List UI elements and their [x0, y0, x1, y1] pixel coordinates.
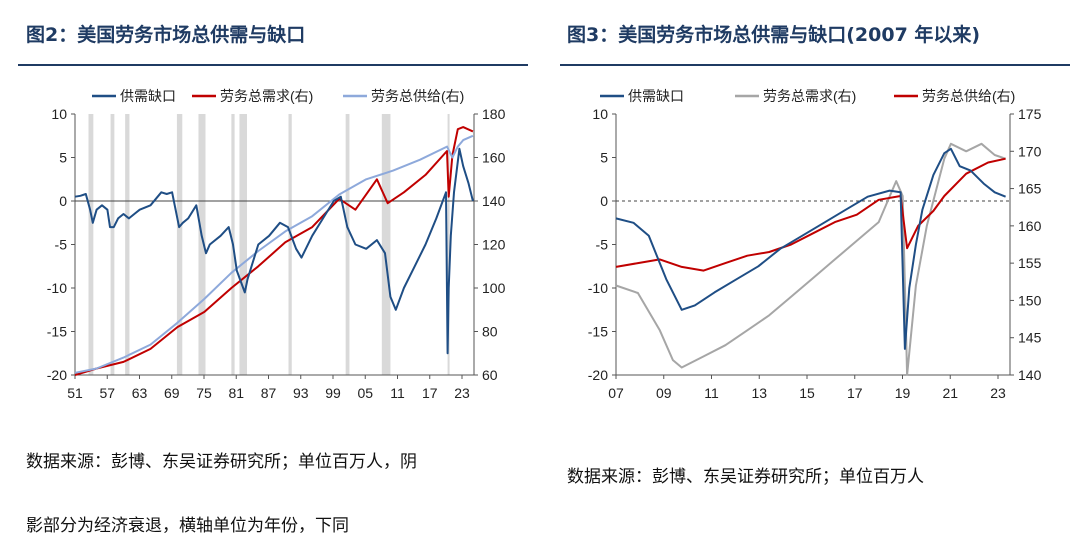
right-y-right-tick-label: 150	[1018, 292, 1042, 308]
left-legend-label-1: 劳务总需求(右)	[220, 88, 313, 104]
left-x-tick-label: 87	[261, 385, 277, 401]
right-series-line-1	[615, 142, 1006, 376]
left-x-tick-label: 17	[422, 385, 438, 401]
right-y-left-tick-label: -15	[588, 324, 608, 340]
right-x-tick-label: 09	[656, 385, 672, 401]
left-y-right-tick-label: 180	[482, 106, 506, 122]
left-y-left-tick-label: -10	[47, 280, 67, 296]
right-x-tick-label: 15	[799, 385, 815, 401]
left-chart-title: 图2：美国劳务市场总供需与缺口	[26, 24, 306, 46]
right-y-left-tick-label: 5	[600, 150, 608, 166]
left-x-tick-label: 51	[67, 385, 83, 401]
left-source-line-2: 影部分为经济衰退，横轴单位为年份，下同	[26, 516, 349, 536]
left-x-tick-label: 75	[196, 385, 212, 401]
left-y-left-tick-label: -5	[55, 237, 68, 253]
right-y-right-tick-label: 175	[1018, 106, 1042, 122]
left-x-tick-label: 63	[132, 385, 148, 401]
right-source: 数据来源：彭博、东吴证券研究所；单位百万人	[567, 467, 924, 487]
right-y-right-tick-label: 170	[1018, 143, 1042, 159]
right-y-right-tick-label: 165	[1018, 181, 1042, 197]
left-series-line-1	[74, 126, 474, 376]
right-y-right-tick-label: 145	[1018, 330, 1042, 346]
left-source-line-1: 数据来源：彭博、东吴证券研究所；单位百万人，阴	[26, 452, 417, 472]
left-y-right-tick-label: 100	[482, 280, 506, 296]
left-series-line-0	[74, 147, 474, 355]
left-y-right-tick-label: 80	[482, 324, 498, 340]
left-y-left-tick-label: 0	[59, 193, 67, 209]
right-legend-label-2: 劳务总供给(右)	[922, 88, 1015, 104]
left-y-right-tick-label: 160	[482, 150, 506, 166]
right-y-left-tick-label: -20	[588, 367, 608, 383]
left-title-rule	[18, 64, 528, 66]
right-x-tick-label: 07	[608, 385, 624, 401]
right-y-left-tick-label: -10	[588, 280, 608, 296]
right-x-tick-label: 23	[990, 385, 1006, 401]
right-y-left-tick-label: 0	[600, 193, 608, 209]
left-x-tick-label: 99	[325, 385, 341, 401]
right-legend-label-1: 劳务总需求(右)	[763, 88, 856, 104]
left-y-left-tick-label: 10	[51, 106, 67, 122]
right-x-tick-label: 11	[704, 385, 719, 401]
right-x-tick-label: 13	[751, 385, 767, 401]
left-legend-label-2: 劳务总供给(右)	[371, 88, 464, 104]
right-y-right-tick-label: 155	[1018, 255, 1042, 271]
left-y-right-tick-label: 140	[482, 193, 506, 209]
left-recession-band-6	[239, 114, 248, 375]
left-series-line-2	[74, 134, 474, 374]
right-x-tick-label: 21	[942, 385, 958, 401]
left-x-tick-label: 05	[357, 385, 373, 401]
left-x-tick-label: 93	[293, 385, 309, 401]
left-y-right-tick-label: 120	[482, 237, 506, 253]
right-series-line-0	[615, 147, 1006, 350]
right-legend-label-0: 供需缺口	[628, 88, 684, 104]
left-recession-band-10	[447, 114, 450, 375]
left-recession-band-3	[176, 114, 183, 375]
left-y-left-tick-label: -20	[47, 367, 67, 383]
left-x-tick-label: 11	[390, 385, 405, 401]
right-y-right-tick-label: 160	[1018, 218, 1042, 234]
left-recession-band-8	[345, 114, 350, 375]
right-x-tick-label: 17	[847, 385, 863, 401]
right-series-line-2	[615, 157, 1006, 272]
left-recession-band-7	[288, 114, 292, 375]
left-recession-band-0	[88, 114, 94, 375]
left-y-right-tick-label: 60	[482, 367, 498, 383]
left-legend-label-0: 供需缺口	[120, 88, 176, 104]
left-recession-band-4	[198, 114, 206, 375]
left-y-left-tick-label: 5	[59, 150, 67, 166]
left-recession-band-1	[110, 114, 115, 375]
left-x-tick-label: 23	[454, 385, 470, 401]
right-y-left-tick-label: -5	[596, 237, 609, 253]
left-recession-band-2	[125, 114, 130, 375]
left-x-tick-label: 57	[99, 385, 115, 401]
left-x-tick-label: 81	[228, 385, 244, 401]
right-y-right-tick-label: 140	[1018, 367, 1042, 383]
left-recession-band-9	[381, 114, 391, 375]
right-chart-title: 图3：美国劳务市场总供需与缺口(2007 年以来)	[567, 24, 981, 46]
right-title-rule	[560, 64, 1070, 66]
right-x-tick-label: 19	[895, 385, 911, 401]
right-y-left-tick-label: 10	[592, 106, 608, 122]
left-y-left-tick-label: -15	[47, 324, 67, 340]
left-x-tick-label: 69	[164, 385, 180, 401]
